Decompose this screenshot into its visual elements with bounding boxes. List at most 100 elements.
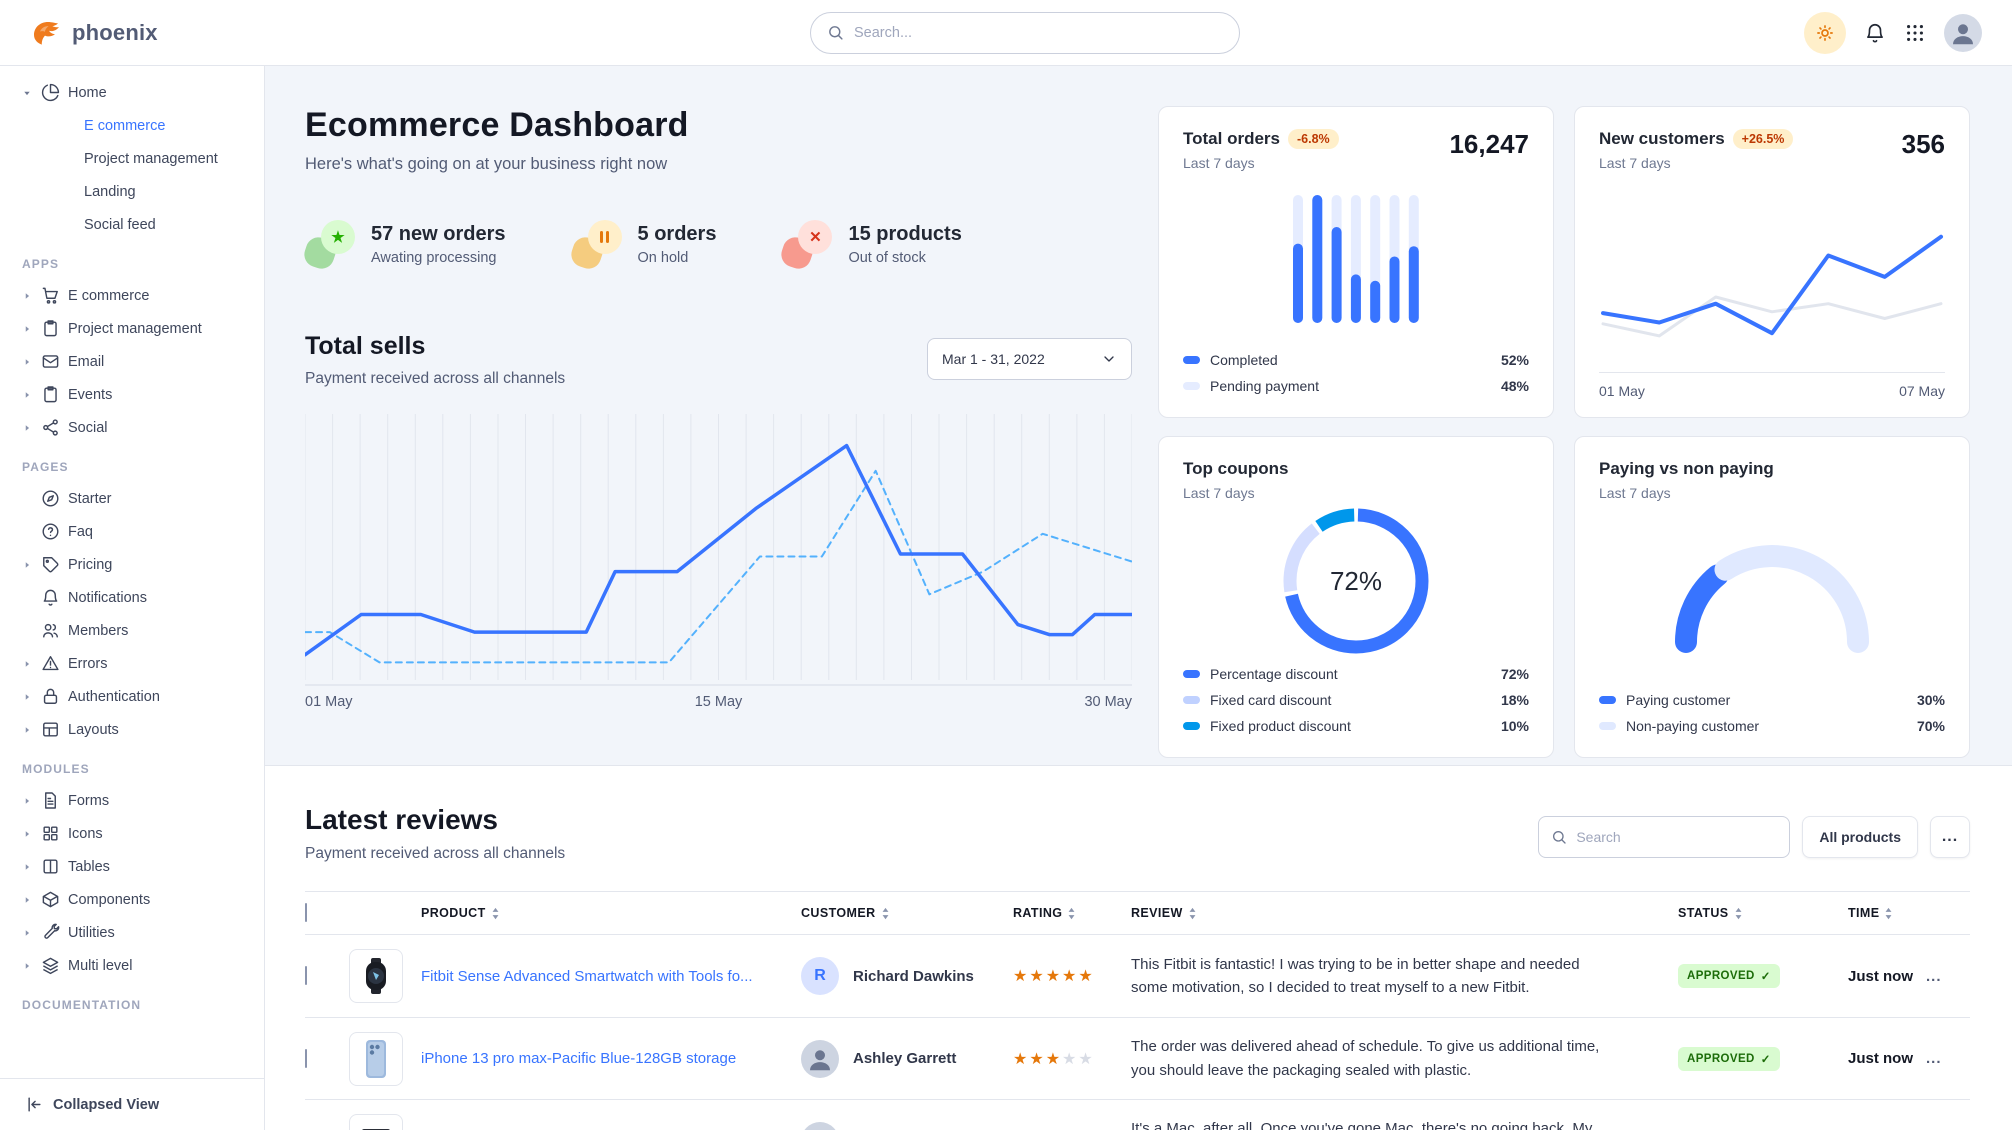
column-header-review[interactable]: REVIEW	[1131, 906, 1648, 920]
sidebar-item-ecommerce[interactable]: E commerce	[84, 117, 166, 134]
row-menu-button[interactable]: ...	[1926, 967, 1942, 985]
review-row: Fitbit Sense Advanced Smartwatch with To…	[305, 935, 1970, 1017]
sidebar-item-social[interactable]: Social	[20, 411, 250, 444]
product-link[interactable]: Fitbit Sense Advanced Smartwatch with To…	[421, 967, 753, 985]
apps-grid-button[interactable]	[1904, 22, 1926, 44]
select-all-checkbox[interactable]	[305, 903, 307, 922]
sidebar-item-utilities[interactable]: Utilities	[20, 916, 250, 949]
sun-icon	[1815, 23, 1835, 43]
legend-swatch	[1599, 696, 1616, 704]
row-checkbox[interactable]	[305, 1048, 307, 1068]
review-text: It's a Mac, after all. Once you've gone …	[1131, 1120, 1593, 1130]
sidebar-item-errors[interactable]: Errors	[20, 647, 250, 680]
sidebar-item-social-feed[interactable]: Social feed	[84, 216, 156, 233]
date-range-select[interactable]: Mar 1 - 31, 2022	[927, 338, 1132, 380]
sidebar-item-email[interactable]: Email	[20, 345, 250, 378]
sort-icon	[1734, 907, 1743, 920]
x-label-start: 01 May	[305, 694, 353, 710]
person-icon	[1948, 18, 1978, 48]
caret-right-icon	[20, 725, 33, 735]
sidebar-item-project-management[interactable]: Project management	[84, 150, 218, 167]
legend-swatch	[1183, 670, 1200, 678]
all-products-button[interactable]: All products	[1802, 816, 1918, 858]
product-image-macbook	[349, 1113, 403, 1130]
pie-chart-icon	[41, 83, 60, 102]
collapse-left-icon	[24, 1095, 43, 1114]
brand-logo[interactable]: phoenix	[30, 17, 158, 49]
status-badge: APPROVED ✓	[1678, 964, 1780, 988]
sidebar-item-tables[interactable]: Tables	[20, 850, 250, 883]
sidebar-item-landing[interactable]: Landing	[84, 183, 136, 200]
total-sells-title: Total sells	[305, 332, 426, 360]
column-header-status[interactable]: STATUS	[1648, 906, 1818, 920]
review-row: It's a Mac, after all. Once you've gone …	[305, 1099, 1970, 1130]
x-label-end: 30 May	[1084, 694, 1132, 710]
caret-right-icon	[20, 659, 33, 669]
sidebar-item-icons[interactable]: Icons	[20, 817, 250, 850]
product-link[interactable]: iPhone 13 pro max-Pacific Blue-128GB sto…	[421, 1050, 737, 1067]
status-badge: APPROVED ✓	[1678, 1046, 1780, 1071]
page-title: Ecommerce Dashboard	[305, 106, 689, 144]
sidebar-item-events[interactable]: Events	[20, 378, 250, 411]
sidebar-item-members[interactable]: Members	[20, 614, 250, 647]
customer-name: Ashley Garrett	[853, 1050, 957, 1067]
global-search[interactable]	[810, 11, 1240, 54]
sidebar-item-project-management-app[interactable]: Project management	[20, 312, 250, 345]
section-label-apps: APPS	[22, 257, 60, 271]
sidebar-item-components[interactable]: Components	[20, 883, 250, 916]
sidebar-item-ecommerce-app[interactable]: E commerce	[20, 279, 250, 312]
customer-avatar	[801, 1121, 839, 1130]
review-text: This Fitbit is fantastic! I was trying t…	[1131, 955, 1580, 996]
latest-reviews-section: Latest reviews Payment received across a…	[265, 766, 2012, 1130]
sort-icon	[1067, 907, 1076, 920]
sidebar-item-faq[interactable]: Faq	[20, 515, 250, 548]
caret-right-icon	[20, 829, 33, 839]
customer-name: Richard Dawkins	[853, 967, 974, 985]
row-menu-button[interactable]: ...	[1926, 1050, 1942, 1067]
users-icon	[41, 621, 60, 640]
column-header-product[interactable]: PRODUCT	[349, 906, 801, 920]
sidebar-item-forms[interactable]: Forms	[20, 784, 250, 817]
dashboard-top-section: Ecommerce Dashboard Here's what's going …	[265, 66, 2012, 766]
paying-gauge-chart	[1675, 545, 1869, 653]
sort-icon	[1884, 907, 1893, 920]
caret-right-icon	[20, 560, 33, 570]
caret-right-icon	[20, 357, 33, 367]
column-header-rating[interactable]: RATING	[1013, 906, 1131, 920]
sidebar-item-notifications[interactable]: Notifications	[20, 581, 250, 614]
section-label-documentation: DOCUMENTATION	[22, 998, 142, 1012]
top-navbar: phoenix	[0, 0, 2012, 66]
reviews-search[interactable]	[1538, 816, 1791, 858]
sidebar-item-home[interactable]: Home	[20, 76, 250, 109]
total-orders-card: Total orders -6.8% Last 7 days 16,247	[1158, 106, 1554, 418]
column-header-customer[interactable]: CUSTOMER	[801, 906, 1013, 920]
global-search-input[interactable]	[854, 24, 1223, 41]
person-icon	[805, 1126, 835, 1130]
caret-right-icon	[20, 895, 33, 905]
column-header-time[interactable]: TIME	[1818, 906, 1926, 920]
section-label-pages: PAGES	[22, 460, 69, 474]
user-avatar[interactable]	[1944, 13, 1982, 52]
columns-icon	[41, 857, 60, 876]
collapsed-view-toggle[interactable]: Collapsed View	[0, 1078, 264, 1130]
bell-icon	[1864, 22, 1886, 44]
sidebar-item-pricing[interactable]: Pricing	[20, 548, 250, 581]
mail-icon	[41, 352, 60, 371]
new-customers-card: New customers +26.5% Last 7 days 356 01 …	[1574, 106, 1970, 418]
notifications-button[interactable]	[1864, 22, 1886, 44]
x-icon: ✕	[798, 220, 833, 254]
sidebar-item-layouts[interactable]: Layouts	[20, 713, 250, 746]
x-label-mid: 15 May	[694, 694, 743, 710]
row-checkbox[interactable]	[305, 966, 307, 985]
share-icon	[41, 418, 60, 437]
caret-right-icon	[20, 692, 33, 702]
sidebar-item-starter[interactable]: Starter	[20, 482, 250, 515]
sidebar-item-authentication[interactable]: Authentication	[20, 680, 250, 713]
more-options-button[interactable]: ...	[1930, 816, 1970, 858]
reviews-search-input[interactable]	[1576, 829, 1778, 845]
legend-completed: Completed 52%	[1183, 347, 1529, 373]
sidebar-item-multi-level[interactable]: Multi level	[20, 949, 250, 982]
theme-toggle-button[interactable]	[1804, 11, 1846, 54]
sidebar: Home E commerce Project management Landi…	[0, 66, 265, 1130]
reviews-title: Latest reviews	[305, 804, 498, 835]
